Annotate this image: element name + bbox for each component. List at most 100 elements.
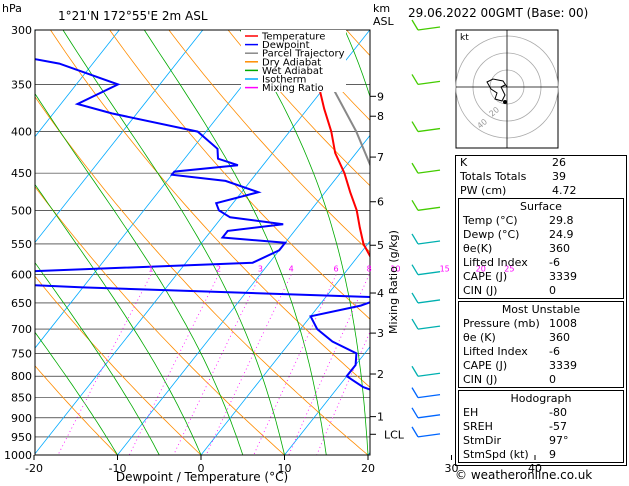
mixing-ratio-line [205, 274, 292, 455]
wind-barb-flag [411, 121, 419, 132]
storm-motion-dot [503, 100, 507, 104]
wet-adiabat-line [35, 93, 244, 455]
legend-label: Dry Adiabat [262, 57, 321, 68]
wind-barb-flag [411, 264, 419, 276]
wind-barb [417, 206, 441, 211]
sounding-traces [35, 30, 370, 391]
isotherm-line [200, 240, 370, 455]
dry-adiabat-line [35, 186, 285, 455]
legend-label: Wet Adiabat [262, 66, 323, 77]
wind-barb-flag [411, 233, 419, 245]
mu-pressure-row: Pressure (mb) 1008 [463, 317, 577, 330]
legend-label: Mixing Ratio [262, 83, 324, 94]
mu-cin-row: CIN (J) 0 [463, 373, 556, 386]
wet-adiabat-line [35, 331, 118, 455]
temperature-tick-label: -20 [25, 462, 43, 475]
mu-theta-row: θe (K) 360 [463, 331, 570, 344]
wet-adiabat-line [62, 30, 285, 455]
legend-label: Dewpoint [262, 40, 310, 51]
most-unstable-panel: Most Unstable Pressure (mb) 1008 θe (K) 36… [458, 301, 624, 388]
temperature-tick-label: 20 [361, 462, 375, 475]
wind-barb [417, 393, 441, 399]
pressure-tick-label: 500 [11, 204, 32, 217]
height-tick-label: 6 [377, 196, 384, 209]
indices-panel: K 26 Totals Totals 39 PW (cm) 4.72 Surface … [455, 155, 627, 466]
height-tick-label: 8 [377, 110, 384, 123]
surface-temp-row: Temp (°C) 29.8 [463, 214, 574, 227]
x-axis-title: Dewpoint / Temperature (°C) [116, 470, 288, 484]
wind-barb [417, 325, 441, 330]
height-tick-label: 3 [377, 327, 384, 340]
isotherm-line [284, 346, 370, 455]
most-unstable-title: Most Unstable [501, 303, 581, 316]
pressure-tick-label: 700 [11, 323, 32, 336]
legend-label: Temperature [261, 32, 325, 43]
hodograph-unit-label: kt [460, 33, 469, 43]
dry-adiabat-line [227, 30, 370, 187]
wind-barbs [411, 19, 441, 438]
stmdir-row: StmDir 97° [463, 434, 569, 447]
isotherm-line [35, 30, 287, 349]
km-label: km [373, 2, 390, 15]
mixing-ratio-label: 6 [334, 265, 339, 274]
surface-title: Surface [520, 200, 562, 213]
pressure-tick-label: 550 [11, 238, 32, 251]
temperature-tick-label: -10 [109, 462, 127, 475]
mixing-ratio-label: 10 [390, 265, 400, 274]
plot-frame [34, 29, 371, 456]
mixing-ratio-label: 8 [367, 265, 372, 274]
mixing-ratio-label: 2 [216, 265, 221, 274]
wet-adiabat-line [35, 262, 160, 455]
wind-barb [417, 372, 441, 377]
dry-adiabat-line [50, 30, 370, 388]
tt-row: Totals Totals 39 [460, 170, 566, 183]
wet-adiabat-line [143, 30, 327, 455]
dry-adiabat-line [35, 365, 118, 455]
height-tick-label: 1 [377, 411, 384, 424]
pressure-tick-label: 350 [11, 78, 32, 91]
mixing-ratio-label: 15 [440, 265, 450, 274]
mixing-ratio-label: 20 [476, 265, 486, 274]
wind-barb-flag [411, 162, 419, 174]
pressure-tick-label: 800 [11, 370, 32, 383]
wind-barb-flag [411, 318, 419, 330]
pressure-tick-label: 450 [11, 167, 32, 180]
stmspd-row: StmSpd (kt) 9 [463, 448, 556, 461]
surface-cape-row: CAPE (J) 3339 [463, 270, 577, 283]
mixing-ratio-line [288, 274, 370, 455]
isotherm-line [35, 30, 120, 138]
pressure-tick-label: 600 [11, 269, 32, 282]
wind-barb [417, 240, 441, 245]
wet-adiabat-line [35, 183, 202, 455]
mixing-ratio-line [253, 274, 337, 455]
lcl-label: LCL [384, 428, 405, 441]
wind-barb-flag [411, 19, 419, 31]
pressure-tick-label: 300 [11, 24, 32, 37]
mixing-ratio-line [128, 274, 219, 455]
wind-barb [417, 26, 441, 31]
eh-row: EH -80 [463, 406, 567, 419]
wind-barb-flag [411, 407, 419, 419]
dry-adiabat-line [35, 275, 202, 455]
height-tick-label: 2 [377, 368, 384, 381]
asl-label: ASL [373, 15, 395, 28]
parcel-trajectory-trace [297, 30, 370, 168]
wind-barb-flag [411, 199, 419, 211]
wind-barb [417, 299, 441, 304]
surface-cin-row: CIN (J) 0 [463, 284, 556, 297]
pressure-tick-label: 400 [11, 126, 32, 139]
mu-li-row: Lifted Index -6 [463, 345, 560, 358]
pressure-tick-label: 1000 [4, 449, 32, 462]
dry-adiabat-line [109, 30, 370, 320]
wind-barb [417, 80, 441, 86]
mixing-ratio-label: 4 [289, 265, 294, 274]
datetime-label: 29.06.2022 00GMT (Base: 00) [408, 6, 589, 20]
credit-label: © weatheronline.co.uk [455, 468, 593, 482]
k-row: K 26 [460, 156, 566, 169]
surface-panel: Surface Temp (°C) 29.8 Dewp (°C) 24.9 θe(K… [458, 198, 624, 299]
pressure-tick-label: 900 [11, 412, 32, 425]
legend-label: Parcel Trajectory [262, 49, 345, 60]
